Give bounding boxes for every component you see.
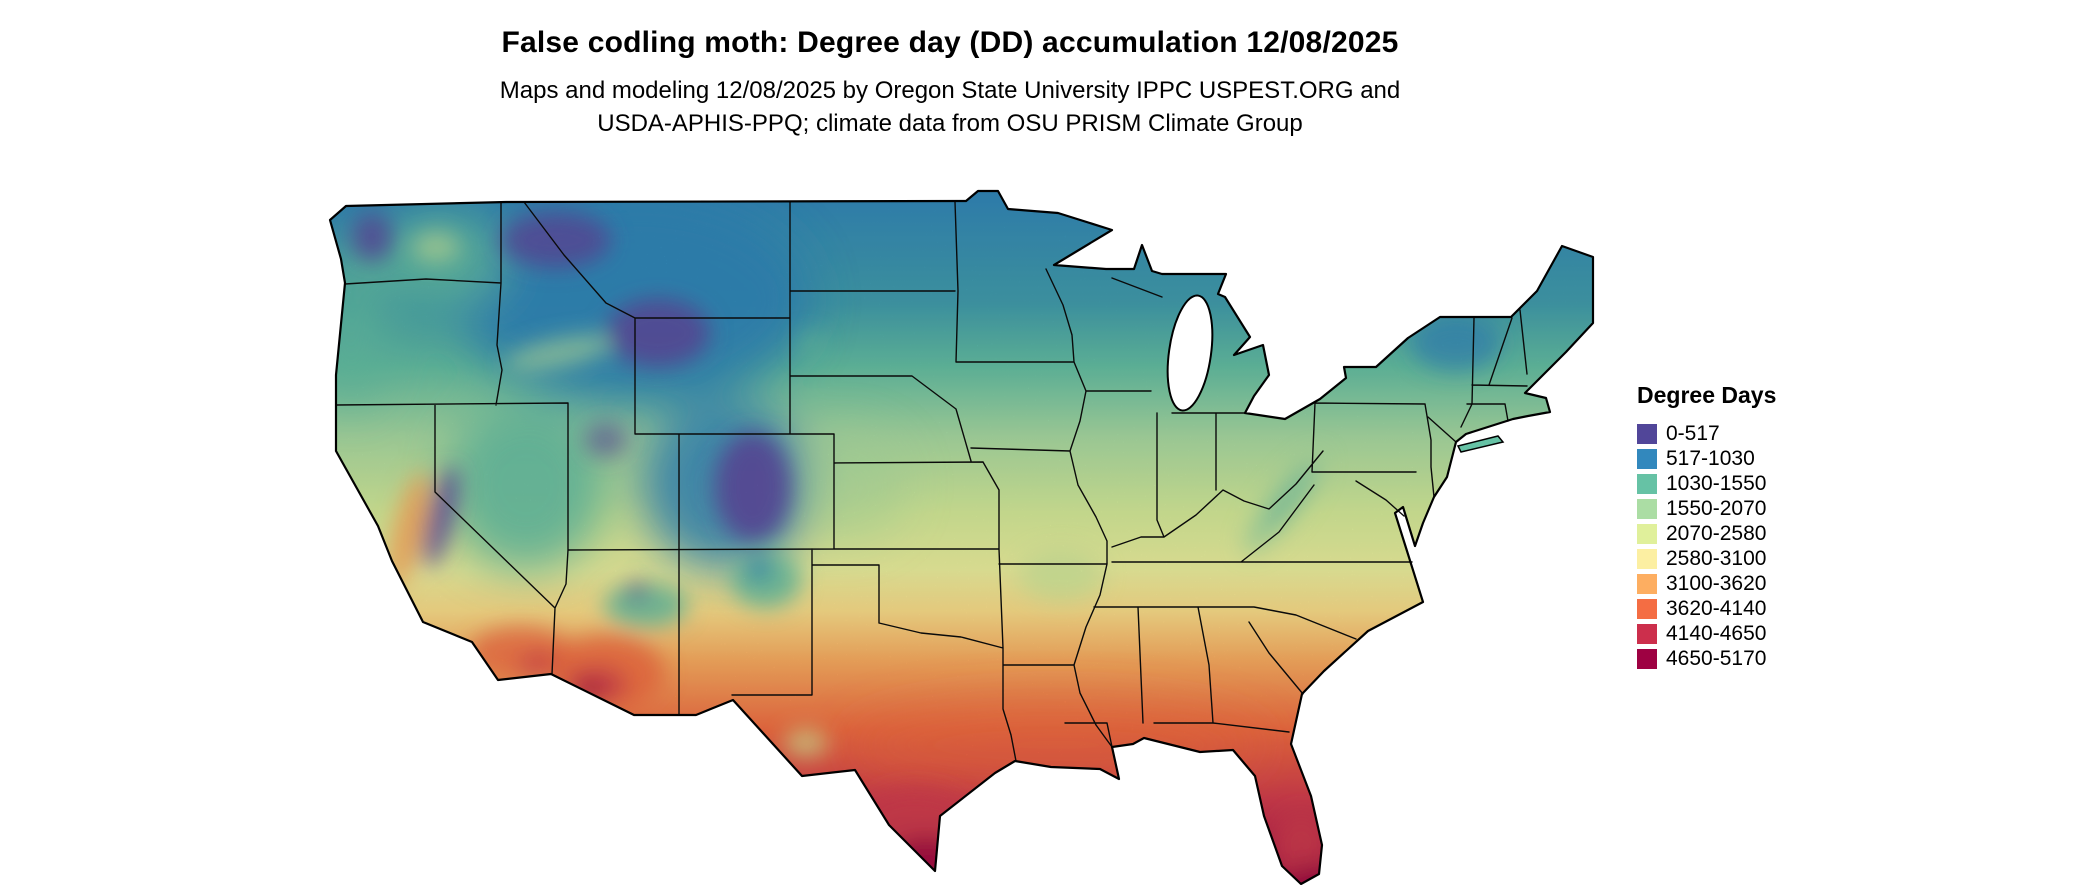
legend-label: 1030-1550	[1666, 471, 1767, 495]
long-island	[1456, 435, 1505, 453]
map-subtitle-line2: USDA-APHIS-PPQ; climate data from OSU PR…	[597, 110, 1303, 137]
map-subtitle: Maps and modeling 12/08/2025 by Oregon S…	[0, 74, 1900, 140]
legend-label: 4650-5170	[1666, 646, 1767, 670]
legend-title: Degree Days	[1637, 382, 1777, 408]
legend-label: 1550-2070	[1666, 496, 1767, 520]
legend-label: 3100-3620	[1666, 571, 1767, 595]
legend-row: 517-1030	[1637, 446, 1776, 471]
legend-swatch	[1637, 548, 1657, 569]
legend-label: 2580-3100	[1666, 546, 1767, 570]
legend-row: 3620-4140	[1637, 596, 1776, 621]
legend-label: 517-1030	[1666, 446, 1755, 470]
legend-swatch	[1637, 648, 1657, 669]
page-title: False codling moth: Degree day (DD) accu…	[501, 26, 1399, 59]
legend-row: 0-517	[1637, 421, 1776, 446]
legend-swatch	[1637, 573, 1657, 594]
lake-michigan	[1166, 294, 1214, 412]
legend-label: 0-517	[1666, 421, 1720, 445]
legend-row: 1550-2070	[1637, 496, 1776, 521]
legend-row: 1030-1550	[1637, 471, 1776, 496]
legend-swatch	[1637, 523, 1657, 544]
legend-swatch	[1637, 598, 1657, 619]
map-subtitle-line1: Maps and modeling 12/08/2025 by Oregon S…	[499, 77, 1401, 104]
legend-rows: 0-517 517-1030 1030-1550 1550-2070 2070-2580…	[1637, 421, 1776, 671]
legend-swatch	[1637, 423, 1657, 444]
legend-row: 3100-3620	[1637, 571, 1776, 596]
us-outline	[328, 189, 1595, 885]
us-map-svg	[328, 189, 1595, 885]
state-borders	[335, 201, 1528, 762]
legend-row: 4140-4650	[1637, 621, 1776, 646]
legend-swatch	[1637, 498, 1657, 519]
legend-swatch	[1637, 623, 1657, 644]
legend-row: 2070-2580	[1637, 521, 1776, 546]
legend-swatch	[1637, 473, 1657, 494]
legend-swatch	[1637, 448, 1657, 469]
legend-label: 4140-4650	[1666, 621, 1767, 645]
degree-days-legend: Degree Days 0-517 517-1030 1030-1550 1550-2…	[1637, 382, 1776, 671]
legend-label: 3620-4140	[1666, 596, 1767, 620]
legend-row: 2580-3100	[1637, 546, 1776, 571]
legend-row: 4650-5170	[1637, 646, 1776, 671]
us-degree-day-map	[305, 185, 1597, 885]
legend-label: 2070-2580	[1666, 521, 1767, 545]
